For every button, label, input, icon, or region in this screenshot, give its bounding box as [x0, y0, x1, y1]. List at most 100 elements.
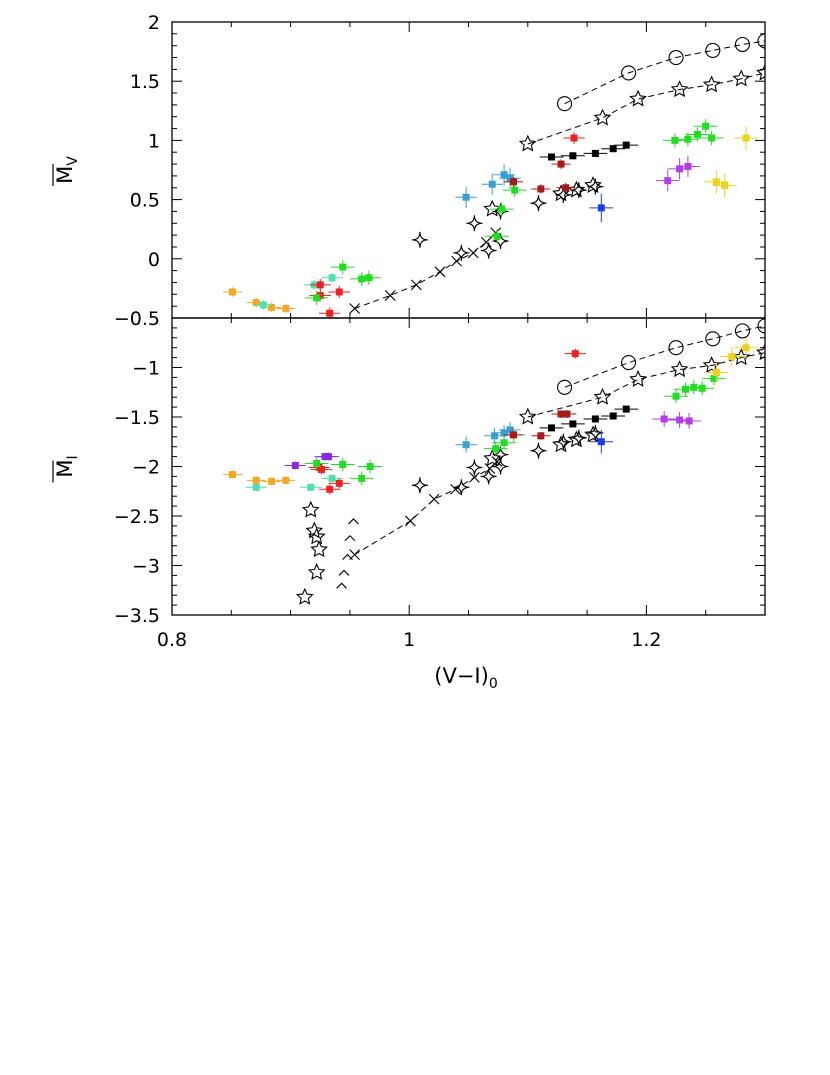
top-red-data-point — [563, 132, 585, 144]
top-green-marker — [671, 136, 679, 144]
bottom-y-label-main: M — [53, 460, 77, 478]
bottom-y-tick-labels: −3.5 −3 −2.5 −2 −1.5 −1 — [114, 358, 160, 628]
top-crosses-marker — [434, 266, 446, 278]
bottom-green-data-point — [330, 457, 355, 472]
bottom-stars-blue-loop-marker — [307, 527, 326, 545]
top-green-marker — [313, 294, 321, 302]
bottom-green-marker — [710, 374, 718, 382]
top-open-stars-upper-marker — [629, 89, 647, 107]
top-darkred-marker — [537, 185, 545, 193]
bottom-open-stars-lower-marker — [483, 449, 502, 467]
top-green-marker — [358, 275, 366, 283]
top-darkred-data-point — [551, 159, 571, 169]
top-steelblue-data-point — [481, 173, 503, 195]
bottom-open-stars-upper-marker — [702, 356, 721, 374]
bottom-open-stars-lower-marker — [552, 435, 570, 453]
top-steelblue-marker — [506, 174, 514, 182]
bottom-y-tick-label: −1.5 — [114, 407, 160, 429]
bottom-astroids-low-marker — [453, 479, 470, 496]
bottom-darkred-data-point — [504, 430, 524, 439]
bottom-black-marker — [548, 424, 556, 432]
bottom-darkred-marker — [563, 410, 571, 418]
bottom-blue-data-point — [589, 429, 614, 454]
bottom-stars-blue-loop-marker — [301, 500, 320, 518]
x-tick-labels: 0.8 1 1.2 — [157, 629, 662, 651]
top-orange-marker — [252, 299, 260, 307]
bottom-green-data-point — [358, 459, 382, 474]
top-crosses-marker — [467, 247, 479, 259]
top-orange-marker — [282, 305, 290, 313]
top-violet-marker — [292, 332, 299, 339]
bottom-black-marker — [569, 420, 577, 428]
bottom-green-marker — [339, 461, 347, 469]
bottom-green-data-point — [483, 441, 508, 456]
bottom-blue-marker — [597, 438, 605, 446]
top-black-marker — [569, 152, 577, 160]
top-y-tick-label: 0.5 — [130, 190, 160, 212]
top-circles-track-line — [564, 40, 765, 105]
top-blue-marker — [597, 204, 605, 212]
top-red-marker — [326, 309, 334, 317]
bottom-stars-blue-loop-marker — [295, 587, 314, 605]
x-axis-label-main: (V−I) — [434, 664, 489, 688]
x-tick-label: 0.8 — [157, 629, 187, 651]
bottom-open-stars-lower-marker — [567, 430, 586, 448]
top-crosses-marker — [451, 255, 463, 267]
top-purple-marker — [664, 177, 672, 185]
bottom-crosses-marker — [469, 472, 480, 483]
bottom-observations — [222, 337, 758, 495]
bottom-purple-marker — [660, 415, 668, 423]
bottom-red-data-point — [310, 464, 333, 475]
top-green-data-point — [699, 130, 724, 146]
top-violet-error-bar — [318, 322, 339, 334]
top-crosses-marker — [410, 279, 422, 291]
top-black-marker — [548, 153, 556, 161]
bottom-panel: −3.5 −3 −2.5 −2 −1.5 −1 MI — [52, 317, 766, 628]
bottom-green-marker — [690, 383, 698, 391]
top-open-stars-upper-marker — [756, 63, 765, 81]
top-y-tick-labels: −0.5 0 0.5 1 1.5 2 — [114, 12, 160, 330]
top-astroids-mid-marker — [587, 178, 604, 195]
top-aquamarine-marker — [259, 301, 267, 309]
bottom-black-data-point — [614, 405, 639, 413]
bottom-steelblue-marker — [500, 429, 508, 437]
bottom-aquamarine-data-point — [245, 483, 267, 492]
top-darkred-data-point — [556, 183, 576, 193]
top-green-marker — [511, 186, 519, 194]
top-purple-data-point — [676, 155, 700, 178]
bottom-darkred-marker — [537, 432, 545, 440]
bottom-orange-data-point — [262, 477, 282, 486]
top-yellow-marker — [721, 181, 729, 189]
bottom-circles-marker — [705, 331, 721, 347]
bottom-arrows-blue-loop-marker — [348, 518, 359, 525]
bottom-black-data-point — [539, 424, 564, 432]
top-steelblue-marker — [462, 193, 470, 201]
top-purple-marker — [676, 165, 684, 173]
top-violet-data-point — [312, 323, 333, 335]
bottom-purple-marker — [676, 416, 684, 424]
bottom-green-marker — [313, 460, 321, 468]
top-steelblue-data-point — [499, 167, 521, 189]
bottom-model-tracks — [295, 318, 765, 605]
bottom-open-stars-upper-track-line — [527, 352, 765, 418]
bottom-steelblue-marker — [491, 432, 499, 440]
top-red-marker — [316, 292, 324, 300]
top-green-data-point — [676, 132, 700, 147]
top-orange-data-point — [276, 303, 296, 314]
bottom-y-axis-label: MI — [52, 455, 81, 483]
top-black-data-point — [539, 153, 564, 161]
bottom-steelblue-data-point — [455, 436, 477, 453]
top-circles-marker — [705, 42, 721, 58]
top-circles-marker — [557, 96, 573, 112]
bottom-y-tick-label: −3 — [132, 556, 160, 578]
top-green-marker — [339, 263, 347, 271]
bottom-y-tick-label: −1 — [132, 358, 160, 380]
top-black-data-point — [561, 152, 585, 160]
top-y-tick-label: 1.5 — [130, 71, 160, 93]
top-y-label-subscript: V — [65, 156, 81, 166]
top-y-tick-label: −0.5 — [114, 308, 160, 330]
top-model-tracks — [349, 33, 765, 314]
top-red-marker — [316, 281, 324, 289]
top-orange-data-point — [222, 287, 242, 297]
top-black-data-point — [614, 141, 639, 149]
